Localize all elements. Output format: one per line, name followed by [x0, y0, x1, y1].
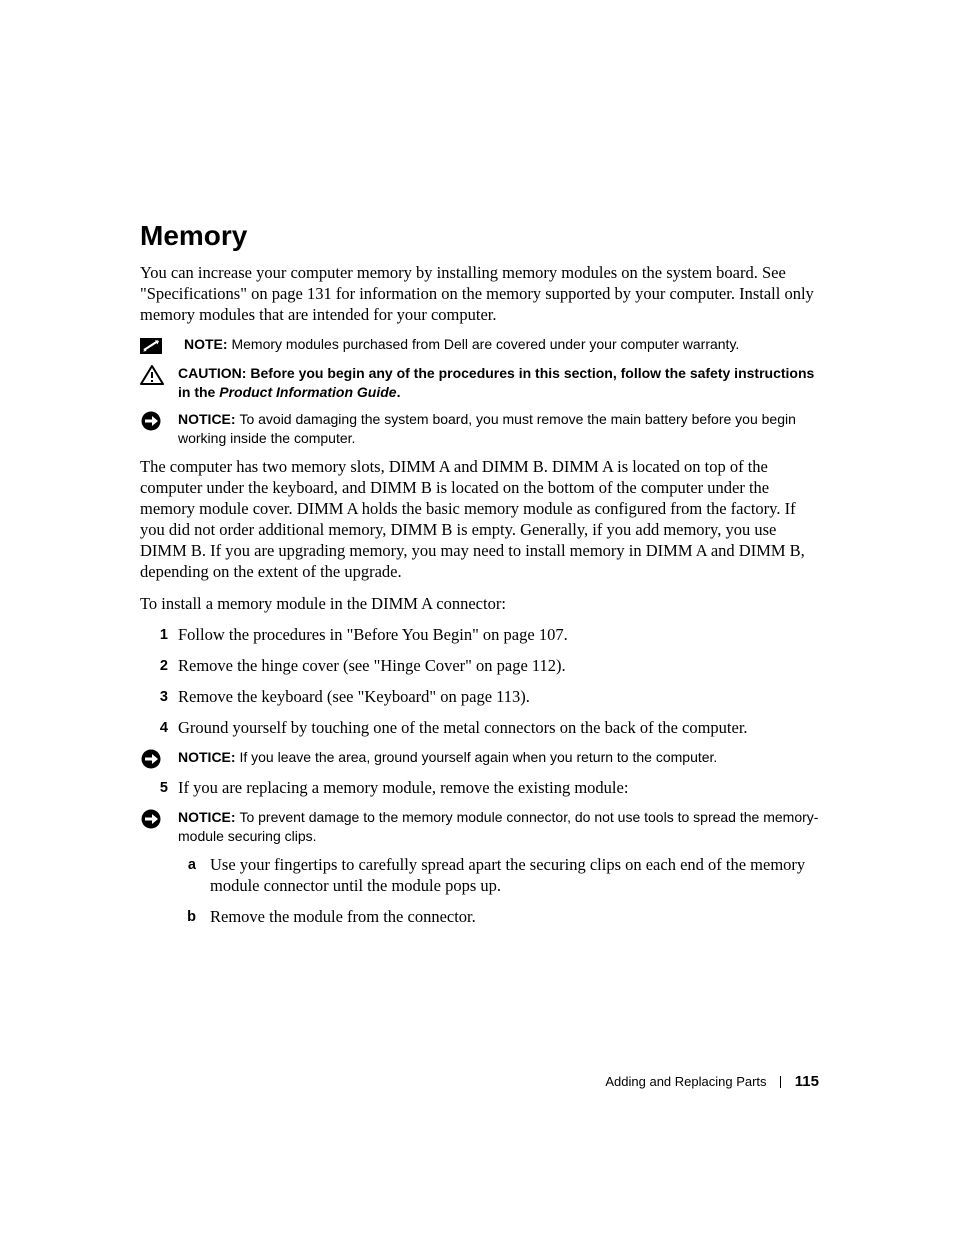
steps-list-cont: 5If you are replacing a memory module, r… [140, 777, 819, 798]
caution-callout: CAUTION: Before you begin any of the pro… [140, 364, 819, 402]
footer-separator [780, 1076, 781, 1088]
notice-text-2: NOTICE: If you leave the area, ground yo… [178, 748, 819, 767]
note-callout: NOTE: Memory modules purchased from Dell… [140, 335, 819, 356]
intro-paragraph: You can increase your computer memory by… [140, 262, 819, 325]
substep-b: bRemove the module from the connector. [176, 906, 819, 927]
section-heading: Memory [140, 220, 819, 252]
caution-text: CAUTION: Before you begin any of the pro… [178, 364, 819, 402]
step-5: 5If you are replacing a memory module, r… [140, 777, 819, 798]
note-text: NOTE: Memory modules purchased from Dell… [184, 335, 819, 354]
footer-section: Adding and Replacing Parts [605, 1074, 766, 1089]
notice-icon [140, 809, 164, 829]
footer-page-number: 115 [795, 1073, 819, 1090]
page: Memory You can increase your computer me… [0, 0, 954, 1235]
notice-callout-1: NOTICE: To avoid damaging the system boa… [140, 410, 819, 448]
step-1: 1Follow the procedures in "Before You Be… [140, 624, 819, 645]
step-2: 2Remove the hinge cover (see "Hinge Cove… [140, 655, 819, 676]
notice-callout-3: NOTICE: To prevent damage to the memory … [140, 808, 819, 846]
step-4: 4Ground yourself by touching one of the … [140, 717, 819, 738]
notice-callout-2: NOTICE: If you leave the area, ground yo… [140, 748, 819, 769]
notice-icon [140, 411, 164, 431]
notice-text-1: NOTICE: To avoid damaging the system boa… [178, 410, 819, 448]
page-footer: Adding and Replacing Parts 115 [605, 1073, 819, 1090]
steps-list: 1Follow the procedures in "Before You Be… [140, 624, 819, 738]
notice-icon [140, 749, 164, 769]
install-lead-in: To install a memory module in the DIMM A… [140, 593, 819, 614]
note-icon [140, 336, 164, 356]
notice-text-3: NOTICE: To prevent damage to the memory … [178, 808, 819, 846]
caution-icon [140, 365, 164, 385]
step-3: 3Remove the keyboard (see "Keyboard" on … [140, 686, 819, 707]
substep-a: aUse your fingertips to carefully spread… [176, 854, 819, 896]
dimm-explanation: The computer has two memory slots, DIMM … [140, 456, 819, 583]
substeps-list: aUse your fingertips to carefully spread… [140, 854, 819, 927]
